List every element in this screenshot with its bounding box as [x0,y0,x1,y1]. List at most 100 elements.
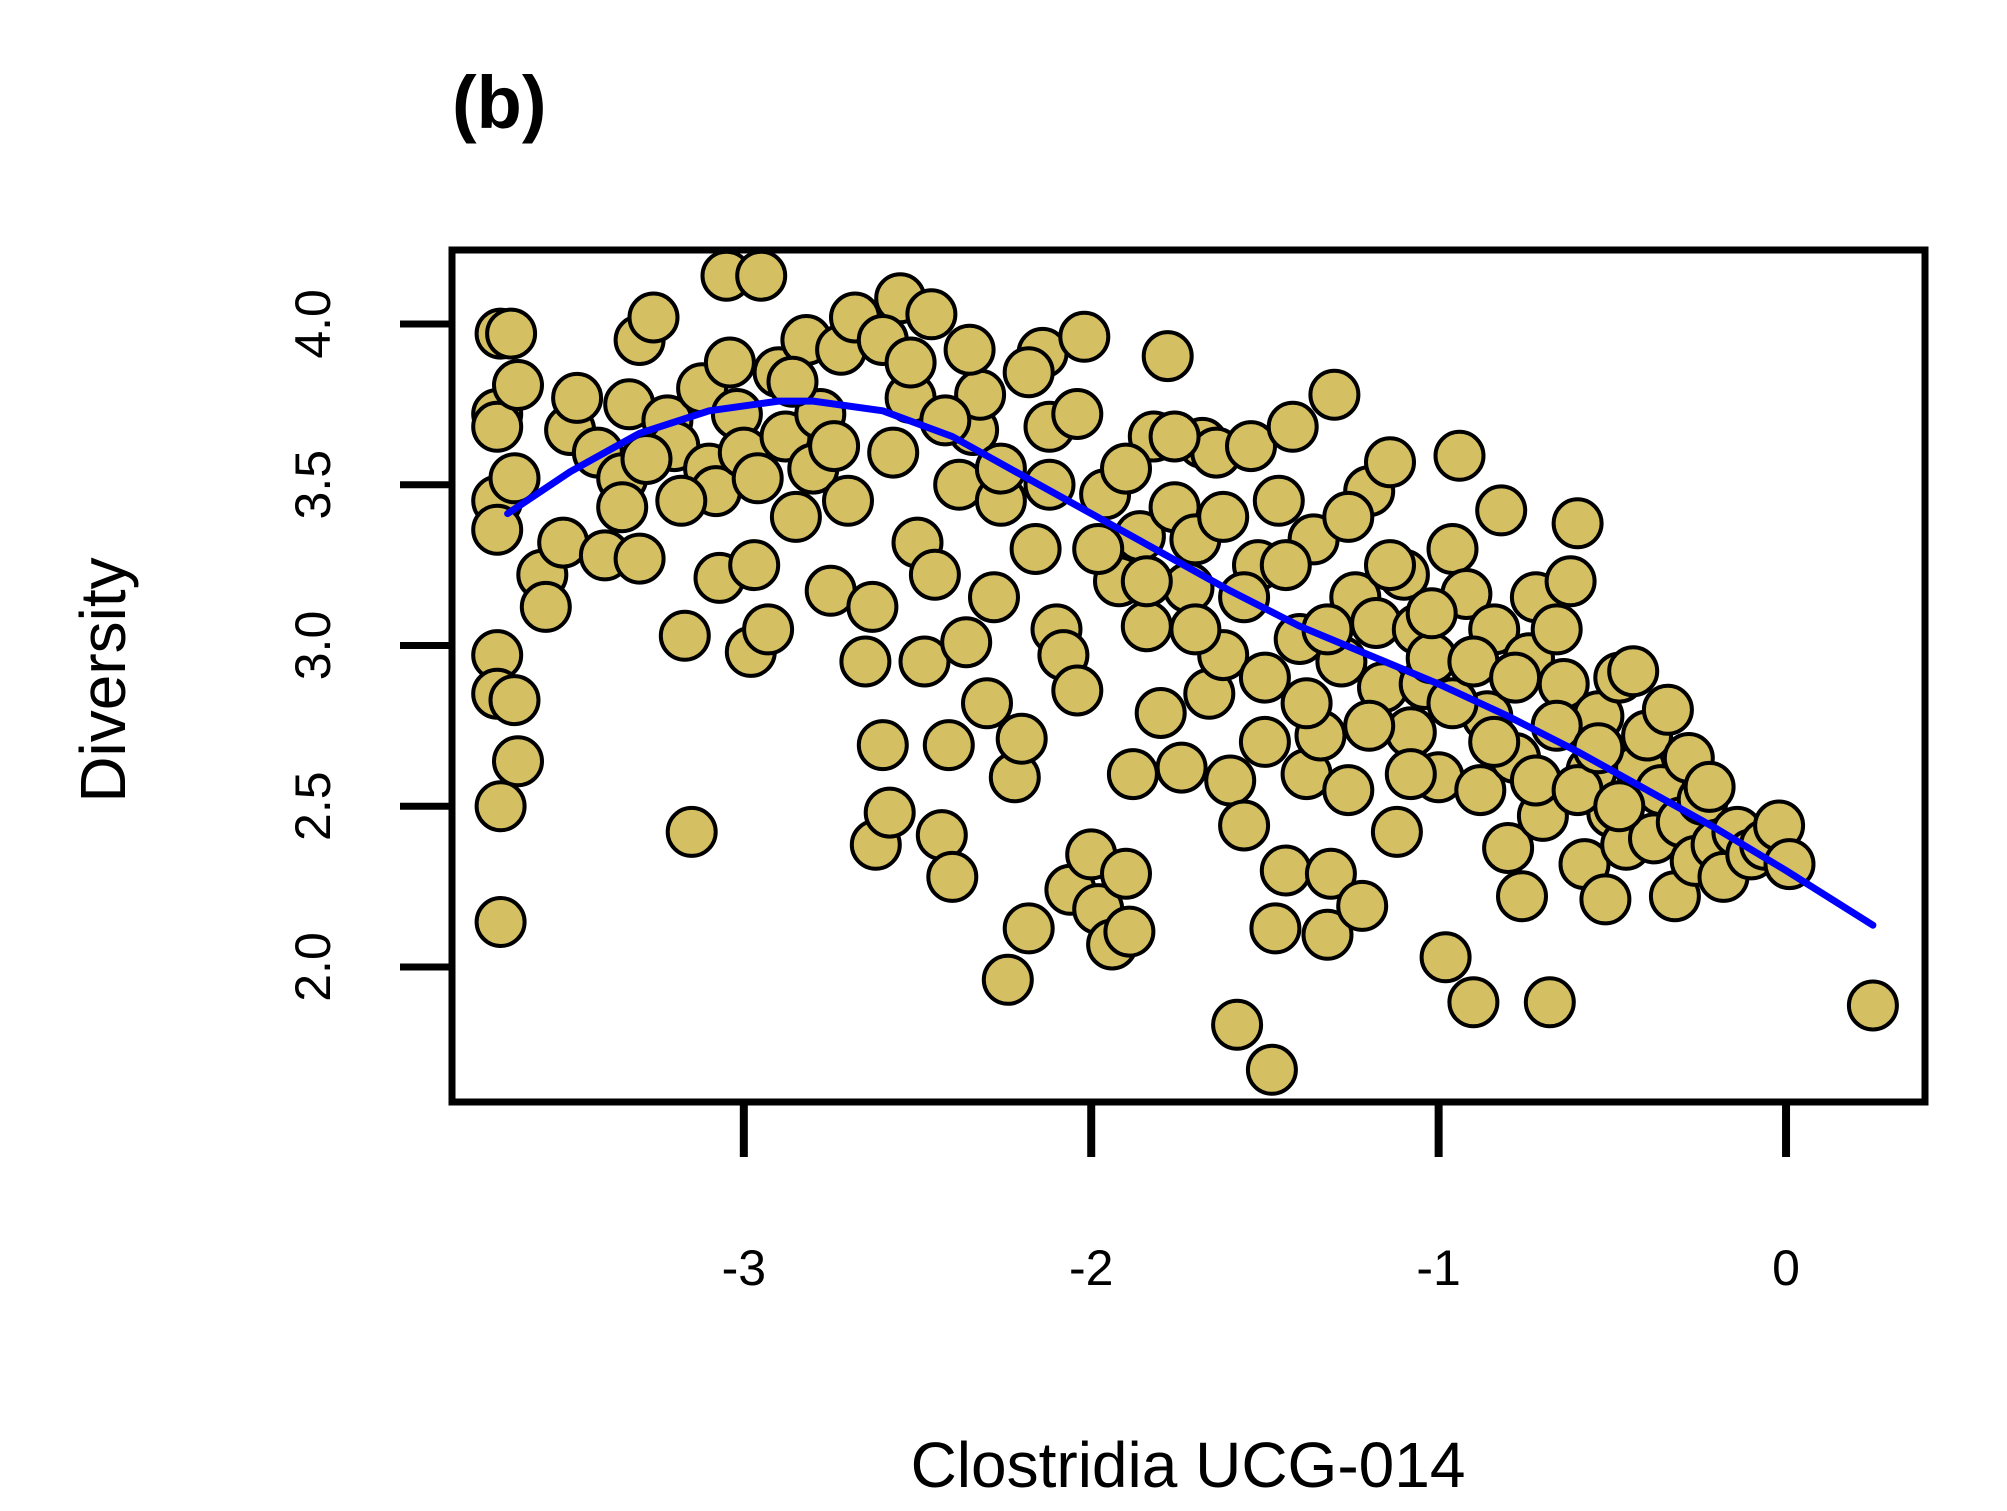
data-point [1204,754,1257,807]
y-tick-label: 4.0 [285,289,341,359]
data-point [1259,844,1312,897]
data-point [943,323,996,376]
data-point [1405,587,1458,640]
data-point [908,548,961,601]
data-point [839,635,892,688]
data-point [519,580,572,633]
data-point [627,291,680,344]
data-point [1579,873,1632,926]
data-point [1364,539,1416,592]
data-point [1468,715,1521,768]
data-point [474,896,527,948]
data-point [766,355,819,408]
data-point [961,677,1013,730]
data-point [735,249,788,302]
data-point [492,735,544,788]
data-point [1322,490,1375,543]
data-point [1106,748,1159,801]
data-point [1169,603,1222,656]
y-tick-label: 3.5 [285,450,341,520]
data-point [474,780,527,833]
x-axis: -3 -2 -1 0 [722,1102,1800,1296]
data-point [863,786,916,839]
data-point [1523,976,1576,1029]
data-point [728,539,781,592]
data-point [1103,905,1156,958]
data-point [1419,931,1472,984]
data-point [1120,555,1173,608]
x-tick-label: -1 [1416,1240,1460,1296]
data-point [1002,346,1055,399]
data-point [1238,715,1291,768]
data-point [731,452,784,505]
data-point [488,674,541,727]
data-point [1155,741,1208,794]
data-point [1384,748,1437,801]
y-tick-label: 2.0 [285,932,341,1002]
data-point [1607,645,1660,698]
data-point [1482,822,1535,874]
data-point [613,532,666,585]
data-point [1002,902,1055,955]
data-point [1641,683,1694,736]
data-point [1197,490,1250,543]
data-point [1475,484,1528,537]
data-point [846,580,899,633]
data-point [1336,879,1389,932]
data-point [808,420,861,473]
data-point [1308,368,1361,421]
x-tick-label: 0 [1772,1240,1800,1296]
data-point [1343,699,1396,752]
data-point [1370,805,1423,858]
data-point [1051,664,1104,717]
data-point [620,433,673,485]
points-layer [471,249,1899,1096]
data-point [1245,1043,1298,1096]
data-point [1100,847,1152,900]
panel-label: (b) [452,61,547,144]
data-point [1364,436,1416,489]
data-point [1266,400,1319,453]
data-point [1447,976,1500,1029]
data-point [1530,603,1583,656]
data-point [1051,388,1104,440]
data-point [1120,600,1173,653]
data-point [1496,870,1548,923]
data-point [1301,908,1354,961]
y-tick-label: 3.0 [285,611,341,681]
x-tick-label: -2 [1069,1240,1113,1296]
data-point [1238,651,1291,704]
data-point [1148,410,1201,463]
data-point [1249,902,1302,955]
data-point [1100,442,1152,495]
data-point [1544,555,1597,608]
y-tick-label: 2.5 [285,771,341,841]
data-point [1489,651,1542,704]
plot-frame [448,246,1929,1106]
data-point [1134,687,1187,739]
data-point [867,426,920,479]
data-point [1593,780,1646,833]
data-point [1426,523,1479,575]
data-point [1009,523,1062,575]
data-point [898,635,951,688]
data-point [856,719,909,772]
x-axis-title: Clostridia UCG-014 [911,1429,1466,1501]
data-point [1141,330,1194,383]
data-point [596,481,649,534]
data-point [1259,539,1312,592]
data-point [551,371,604,424]
data-point [1072,523,1125,575]
data-point [905,288,958,341]
data-point [1846,979,1899,1032]
data-point [665,805,718,858]
data-point [968,571,1020,624]
data-point [884,336,937,389]
data-point [1683,760,1736,813]
data-point [1551,497,1604,550]
data-point [995,712,1048,765]
trend-line [504,397,1877,929]
data-point [658,609,711,662]
data-point [1304,847,1357,900]
